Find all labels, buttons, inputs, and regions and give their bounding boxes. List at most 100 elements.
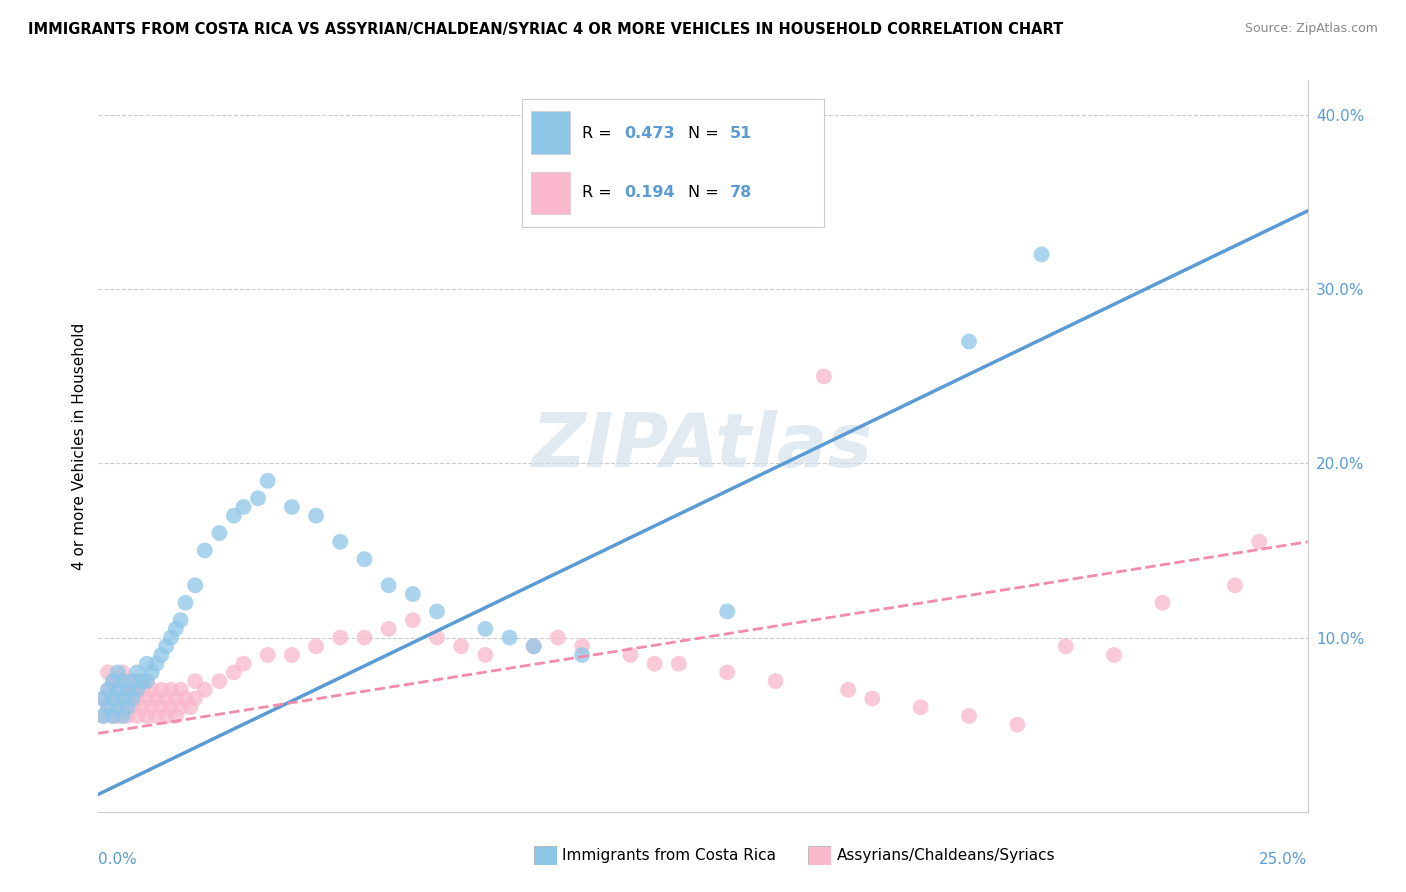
Point [813,369,835,384]
Point [194,682,217,697]
Point [101,674,124,689]
Point [121,674,143,689]
Point [111,709,134,723]
Point [668,657,690,671]
Point [837,682,859,697]
Point [131,700,153,714]
Point [107,709,129,723]
Point [135,674,157,689]
Point [150,682,173,697]
Point [860,691,883,706]
Point [184,578,207,592]
Point [107,674,129,689]
Point [160,682,183,697]
Point [117,682,139,697]
Point [474,622,496,636]
Point [160,700,183,714]
Point [165,709,187,723]
Point [547,631,569,645]
Point [716,604,738,618]
Point [1007,717,1029,731]
Point [127,691,149,706]
Point [281,500,304,514]
Point [127,682,149,697]
Point [353,552,375,566]
Point [111,700,134,714]
Point [208,674,231,689]
Point [174,596,197,610]
Point [402,587,425,601]
Point [194,543,217,558]
Text: Source: ZipAtlas.com: Source: ZipAtlas.com [1244,22,1378,36]
Point [111,674,134,689]
Point [256,474,278,488]
Point [135,709,157,723]
Point [121,691,143,706]
Point [145,709,167,723]
Point [208,526,231,541]
Point [1054,640,1077,654]
Point [165,622,187,636]
Point [1102,648,1125,662]
Point [111,665,134,680]
Point [101,674,124,689]
Text: Assyrians/Chaldeans/Syriacs: Assyrians/Chaldeans/Syriacs [837,848,1054,863]
Point [145,657,167,671]
Point [426,631,449,645]
Point [174,691,197,706]
Point [111,682,134,697]
Point [107,665,129,680]
Point [135,691,157,706]
Point [619,648,641,662]
Point [957,709,980,723]
Point [184,674,207,689]
Point [426,604,449,618]
Point [281,648,304,662]
Point [232,500,254,514]
Point [523,640,546,654]
Point [101,691,124,706]
Point [141,682,163,697]
Point [141,665,163,680]
Point [150,648,173,662]
Point [1031,247,1053,261]
Point [155,709,177,723]
Point [155,691,177,706]
Point [498,631,520,645]
Point [571,640,593,654]
Point [117,700,139,714]
Text: IMMIGRANTS FROM COSTA RICA VS ASSYRIAN/CHALDEAN/SYRIAC 4 OR MORE VEHICLES IN HOU: IMMIGRANTS FROM COSTA RICA VS ASSYRIAN/C… [28,22,1063,37]
Point [91,709,114,723]
Y-axis label: 4 or more Vehicles in Household: 4 or more Vehicles in Household [72,322,87,570]
Point [644,657,666,671]
Point [97,700,120,714]
Point [127,665,149,680]
Point [377,578,399,592]
Point [97,682,120,697]
Text: Immigrants from Costa Rica: Immigrants from Costa Rica [562,848,776,863]
Point [377,622,399,636]
Point [107,682,129,697]
Point [107,700,129,714]
Text: 0.0%: 0.0% [98,852,138,867]
Point [353,631,375,645]
Point [101,709,124,723]
Point [111,691,134,706]
Point [305,508,328,523]
Point [232,657,254,671]
Point [160,631,183,645]
Point [450,640,472,654]
Point [329,534,352,549]
Point [131,674,153,689]
Point [101,691,124,706]
Point [222,508,245,523]
Point [571,648,593,662]
Point [329,631,352,645]
Point [222,665,245,680]
Point [97,665,120,680]
Point [474,648,496,662]
Point [117,709,139,723]
Point [765,674,787,689]
Point [135,657,157,671]
Point [141,700,163,714]
